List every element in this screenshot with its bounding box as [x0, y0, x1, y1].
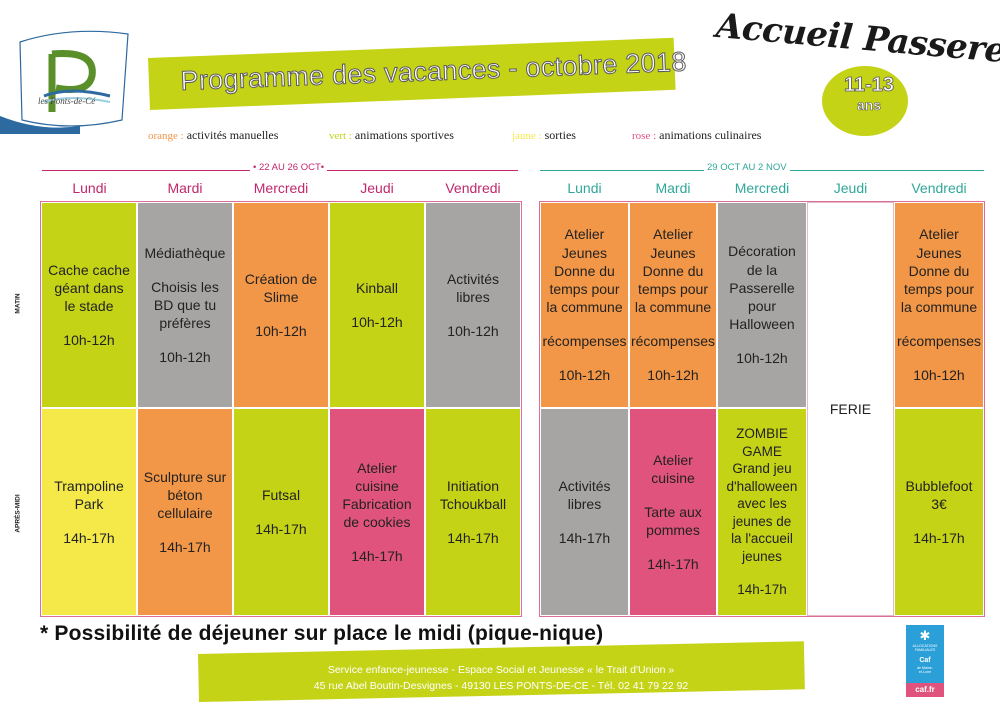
age-badge — [822, 66, 908, 136]
week2-lundi-afternoon: Activités libres 14h-17h — [540, 408, 629, 616]
time-label: 10h-12h — [647, 367, 699, 384]
week1-mercredi-morning: Création de Slime 10h-12h — [233, 202, 329, 408]
time-label: 10h-12h — [736, 350, 788, 367]
week1-mardi-afternoon: Sculpture sur béton cellulaire 14h-17h — [137, 408, 233, 616]
week1-day-mercredi: Mercredi — [253, 180, 309, 196]
week2-day-lundi: Lundi — [567, 180, 602, 196]
week1-day-lundi: Lundi — [72, 180, 107, 196]
week2-mercredi-morning: Décoration de la Passerelle pour Hallowe… — [717, 202, 807, 408]
time-label: 10h-12h — [255, 323, 307, 340]
week2-jeudi-holiday: FERIE — [807, 202, 894, 616]
time-label: 10h-12h — [159, 349, 211, 366]
week2-day-jeudi: Jeudi — [833, 180, 868, 196]
legend-orange: orange : activités manuelles — [148, 128, 279, 142]
week1-lundi-morning: Cache cache géant dans le stade 10h-12h — [41, 202, 137, 408]
holiday-label: FERIE — [829, 400, 872, 417]
legend-yellow: jaune : sorties — [512, 128, 576, 142]
week1-mercredi-afternoon: Futsal 14h-17h — [233, 408, 329, 616]
footer-line-2: 45 rue Abel Boutin-Desvignes - 49130 LES… — [313, 680, 689, 692]
footer-line-1: Service enfance-jeunesse - Espace Social… — [327, 664, 675, 676]
time-label: 10h-12h — [913, 367, 965, 384]
week2-mardi-afternoon: Atelier cuisine Tarte aux pommes 14h-17h — [629, 408, 717, 616]
week2-day-mardi: Mardi — [655, 180, 691, 196]
week1-day-jeudi: Jeudi — [360, 180, 394, 196]
week1-day-mardi: Mardi — [167, 180, 203, 196]
logo-text: les Ponts-de-Cé — [38, 96, 96, 106]
time-label: 10h-12h — [558, 367, 611, 384]
time-label: 14h-17h — [255, 521, 307, 537]
week2-vendredi-morning: Atelier Jeunes Donne du temps pour la co… — [894, 202, 984, 408]
legend-pink: rose : animations culinaires — [632, 128, 762, 142]
age-range: 11-13 — [843, 74, 895, 97]
time-label: 14h-17h — [63, 530, 115, 547]
time-label: 14h-17h — [159, 539, 211, 556]
week1-day-vendredi: Vendredi — [445, 180, 501, 196]
lunch-note: * Possibilité de déjeuner sur place le m… — [40, 622, 604, 645]
week2-day-vendredi: Vendredi — [911, 180, 967, 196]
side-label-afternoon: APRÈS-MIDI — [14, 494, 22, 533]
time-label: 14h-17h — [351, 548, 403, 565]
week1-lundi-afternoon: Trampoline Park 14h-17h — [41, 408, 137, 616]
week2-day-mercredi: Mercredi — [734, 180, 790, 196]
week2-mercredi-afternoon: ZOMBIE GAME Grand jeu d'halloween avec l… — [717, 408, 807, 616]
time-label: 14h-17h — [737, 582, 787, 598]
time-label: 14h-17h — [647, 556, 699, 573]
side-label-morning: MATIN — [14, 293, 22, 314]
week1-vendredi-morning: Activités libres 10h-12h — [425, 202, 521, 408]
time-label: 14h-17h — [447, 530, 499, 547]
week1-period: • 22 AU 26 OCT• — [250, 162, 328, 173]
week2-period: 29 OCT AU 2 NOV — [704, 162, 790, 173]
week1-jeudi-afternoon: Atelier cuisine Fabrication de cookies 1… — [329, 408, 425, 616]
week1-vendredi-afternoon: Initiation Tchoukball 14h-17h — [425, 408, 521, 616]
week2-mardi-morning: Atelier Jeunes Donne du temps pour la co… — [629, 202, 717, 408]
week2-vendredi-afternoon: Bubblefoot 3€ 14h-17h — [894, 408, 984, 616]
week2-lundi-morning: Atelier Jeunes Donne du temps pour la co… — [540, 202, 629, 408]
time-label: 10h-12h — [63, 332, 115, 349]
time-label: 14h-17h — [913, 530, 965, 547]
time-label: 10h-12h — [447, 323, 499, 340]
program-name: Accueil Passerelle — [714, 6, 1000, 76]
age-unit: ans — [856, 97, 882, 114]
snowflake-icon: ✱ — [919, 628, 931, 643]
time-label: 14h-17h — [558, 530, 611, 547]
legend-green: vert : animations sportives — [329, 128, 454, 142]
week1-jeudi-morning: Kinball 10h-12h — [329, 202, 425, 408]
les-ponts-de-ce-logo — [0, 30, 129, 134]
time-label: 10h-12h — [351, 314, 403, 330]
caf-logo: ✱ ALLOCATIONS FAMILIALES Caf de Maine- e… — [906, 625, 944, 697]
week1-mardi-morning: Médiathèque Choisis les BD que tu préfèr… — [137, 202, 233, 408]
